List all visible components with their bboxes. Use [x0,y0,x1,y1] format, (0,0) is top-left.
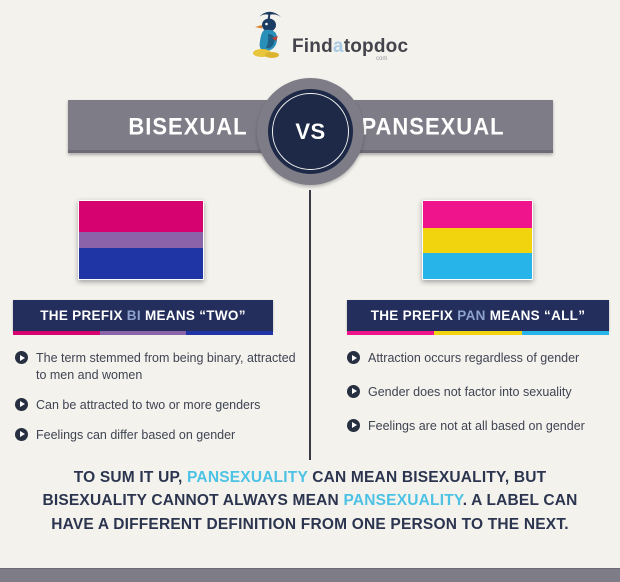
underline-seg-pink [13,331,100,335]
prefix-bar-bi-underline [13,331,274,335]
prefix-bar-pan-underline [347,331,609,335]
arrow-circle-icon [15,351,28,364]
underline-seg-cyan [521,331,609,335]
bullet-text: Attraction occurs regardless of gender [368,351,580,365]
list-item: Feelings can differ based on gender [15,427,300,444]
prefix-pan-post: MEANS “ALL” [485,308,586,323]
list-item: Gender does not factor into sexuality [347,384,615,401]
list-item: Attraction occurs regardless of gender [347,350,615,367]
bullet-text: Feelings can differ based on gender [36,427,236,442]
prefix-bar-bi: THE PREFIX BI MEANS “TWO” [13,300,273,331]
underline-seg-pink [347,331,435,335]
arrow-circle-icon [15,427,28,441]
prefix-pan-pre: THE PREFIX [370,308,458,323]
prefix-bi-word: BI [126,308,141,323]
summary-segment: TO SUM IT UP, [73,469,188,486]
brand-tld: com [376,56,388,62]
underline-seg-yellow [434,331,522,335]
brand-a: a [332,36,344,57]
prefix-bi-pre: THE PREFIX [40,308,127,323]
prefix-bi-post: MEANS “TWO” [140,308,246,323]
summary-text: TO SUM IT UP, PANSEXUALITY CAN MEAN BISE… [10,466,610,536]
pansexual-bullet-list: Attraction occurs regardless of gender G… [347,350,615,452]
summary-segment: HAVE A DIFFERENT DEFINITION FROM ONE PER… [51,515,569,533]
duck-mascot-icon [253,11,281,58]
bullet-text: The term stemmed from being binary, attr… [36,351,296,382]
summary-segment: CAN MEAN BISEXUALITY, BUT [307,469,547,486]
banner-title-bisexual: BISEXUAL [128,112,248,140]
underline-seg-blue [186,331,274,335]
bullet-text: Feelings are not at all based on gender [368,418,585,433]
pansexual-flag-stripe-cyan [423,253,532,279]
summary-highlight: PANSEXUALITY [343,492,463,510]
list-item: Feelings are not at all based on gender [347,418,615,435]
bisexual-flag-stripe-pink [79,201,203,233]
bisexual-flag-stripe-purple [79,232,203,248]
vs-badge-inner: VS [268,89,353,174]
vs-badge-ring [272,93,349,170]
arrow-circle-icon [347,351,360,364]
arrow-circle-icon [15,397,28,411]
summary-highlight: PANSEXUALITY [187,469,308,486]
list-item: The term stemmed from being binary, attr… [15,350,300,384]
summary-segment: BISEXUALITY CANNOT ALWAYS MEAN [42,492,344,510]
arrow-circle-icon [347,384,360,398]
pansexual-flag-stripe-yellow [423,227,532,254]
prefix-pan-word: PAN [457,308,486,323]
prefix-bar-pan: THE PREFIX PAN MEANS “ALL” [347,300,609,331]
findatopdoc-logo: Findatopdoc com [248,6,408,64]
banner-title-pansexual: PANSEXUAL [361,112,505,140]
bisexual-flag [78,200,204,280]
pansexual-flag-stripe-pink [423,201,532,228]
column-divider [309,190,311,460]
summary-segment: . A LABEL CAN [462,492,578,510]
footer-bar [0,568,620,582]
brand-wordmark: Findatopdoc [292,36,408,58]
list-item: Can be attracted to two or more genders [15,397,300,414]
arrow-circle-icon [347,418,360,432]
pansexual-flag [422,200,533,280]
brand-topdoc: topdoc [343,36,409,57]
bullet-text: Can be attracted to two or more genders [36,397,261,412]
brand-find: Find [292,36,333,57]
bisexual-bullet-list: The term stemmed from being binary, attr… [15,350,300,457]
vs-badge: VS [257,78,364,185]
bisexual-flag-stripe-blue [79,247,203,279]
underline-seg-purple [99,331,187,335]
bullet-text: Gender does not factor into sexuality [368,384,572,399]
